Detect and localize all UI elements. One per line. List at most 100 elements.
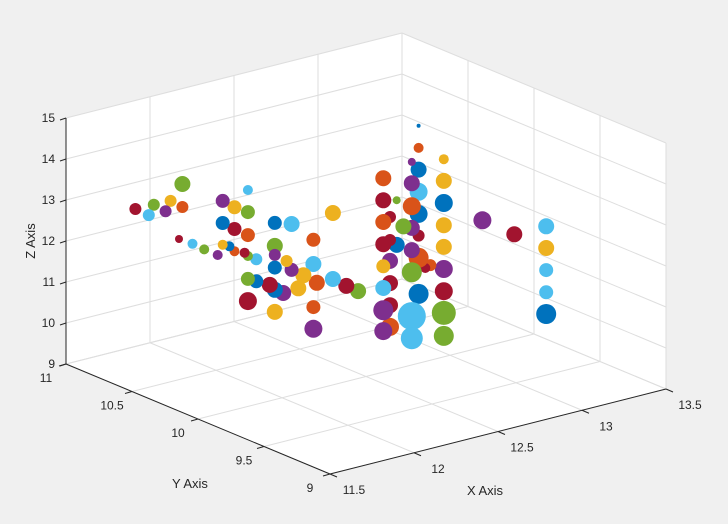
y-tick xyxy=(322,473,331,477)
z-tick xyxy=(59,199,67,203)
data-point xyxy=(324,271,341,287)
x-tick-label: 12.5 xyxy=(510,441,534,455)
gridline-z xyxy=(401,196,667,308)
data-point xyxy=(403,242,420,259)
data-point xyxy=(240,271,255,286)
data-point xyxy=(175,235,183,243)
gridline-z xyxy=(65,237,403,324)
axis-lines xyxy=(58,117,674,478)
z-tick xyxy=(59,158,67,162)
z-tick-label: 12 xyxy=(42,234,56,248)
data-point xyxy=(434,194,453,212)
z-tick-label: 14 xyxy=(42,152,56,166)
data-point xyxy=(147,198,160,211)
z-tick xyxy=(59,363,67,367)
z-tick xyxy=(59,240,67,244)
data-point xyxy=(434,260,453,278)
y-tick-label: 9 xyxy=(307,481,314,495)
z-tick-label: 11 xyxy=(43,275,56,289)
data-point xyxy=(431,300,456,325)
gridline-y xyxy=(263,361,601,447)
x-tick-label: 13.5 xyxy=(678,398,702,412)
z-tick xyxy=(59,322,67,326)
data-point xyxy=(227,222,242,236)
y-tick-label: 10 xyxy=(171,426,185,440)
data-point xyxy=(375,236,392,253)
data-point xyxy=(129,203,142,215)
data-point xyxy=(239,247,250,258)
data-point xyxy=(240,228,255,243)
data-point xyxy=(215,193,230,208)
data-point xyxy=(306,300,321,315)
data-point xyxy=(240,205,255,220)
data-point xyxy=(306,232,321,247)
z-tick xyxy=(59,281,67,285)
gridline-y xyxy=(197,333,535,420)
data-point xyxy=(435,172,452,189)
data-point xyxy=(392,196,401,205)
z-tick xyxy=(59,117,67,121)
x-tick-label: 11.5 xyxy=(343,483,366,497)
data-point xyxy=(338,277,355,294)
data-point xyxy=(375,170,392,187)
data-point xyxy=(416,123,421,128)
data-point xyxy=(403,175,420,192)
data-point xyxy=(250,253,263,266)
data-point xyxy=(176,201,189,213)
data-point xyxy=(199,244,210,255)
tick-labels: 11.51212.51313.599.51010.511910111213141… xyxy=(40,111,702,497)
data-point xyxy=(280,255,293,267)
data-point xyxy=(305,256,322,272)
gridline-z xyxy=(401,237,667,349)
gridline-z xyxy=(65,196,403,283)
x-tick xyxy=(329,473,338,478)
data-point xyxy=(266,237,283,254)
y-tick-label: 9.5 xyxy=(236,454,253,468)
data-point xyxy=(435,217,452,234)
data-point xyxy=(215,216,230,230)
data-point xyxy=(267,260,282,275)
x-tick xyxy=(581,409,590,414)
x-tick xyxy=(497,431,506,435)
x-tick-label: 13 xyxy=(599,419,613,433)
data-point xyxy=(433,325,454,346)
y-tick xyxy=(256,446,265,449)
data-point xyxy=(374,322,393,341)
data-point xyxy=(473,211,492,230)
z-tick-label: 10 xyxy=(42,316,56,330)
z-tick-label: 9 xyxy=(48,357,55,371)
gridline-z xyxy=(65,73,403,160)
gridline-z xyxy=(401,114,667,226)
data-point xyxy=(376,259,391,274)
data-point xyxy=(539,285,554,300)
data-point xyxy=(375,192,392,209)
data-point xyxy=(308,274,325,291)
data-points xyxy=(129,123,557,350)
data-point xyxy=(283,216,300,232)
data-point xyxy=(174,176,191,192)
data-point xyxy=(324,205,341,221)
data-point xyxy=(238,292,257,311)
x-tick xyxy=(665,388,674,393)
data-point xyxy=(400,327,423,350)
data-point xyxy=(142,209,155,222)
data-point xyxy=(536,304,557,324)
y-tick-label: 11 xyxy=(40,371,53,385)
data-point xyxy=(538,240,555,256)
gridline-z xyxy=(401,73,667,185)
x-axis-label: X Axis xyxy=(467,483,504,498)
data-point xyxy=(538,218,555,235)
y-tick xyxy=(124,391,133,394)
z-tick-label: 15 xyxy=(42,111,56,125)
gridline-z xyxy=(65,32,403,119)
data-point xyxy=(373,300,394,321)
data-point xyxy=(290,280,307,297)
data-point xyxy=(435,238,452,255)
data-point xyxy=(266,303,283,320)
data-point xyxy=(267,215,282,230)
data-point xyxy=(159,205,172,218)
data-point xyxy=(212,250,223,260)
data-point xyxy=(413,142,424,153)
data-point xyxy=(375,214,392,230)
data-point xyxy=(375,280,392,296)
